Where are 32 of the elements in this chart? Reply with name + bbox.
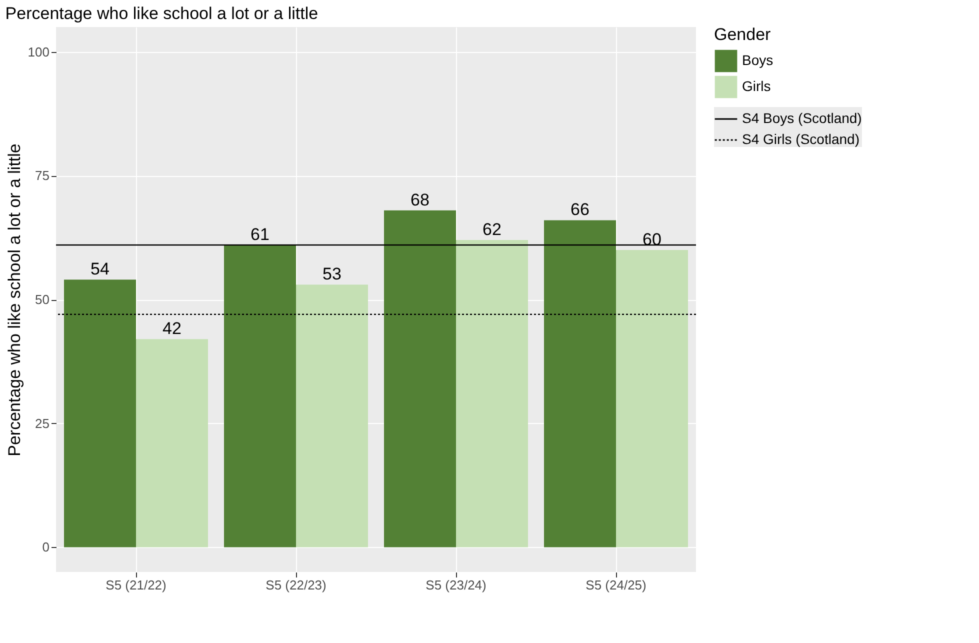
data-label: 60 (642, 230, 662, 249)
y-tick-label: 100 (28, 44, 50, 60)
bar (384, 210, 456, 548)
bar (64, 280, 136, 548)
legend-label: Boys (742, 52, 774, 68)
data-label: 61 (250, 225, 270, 244)
data-label: 66 (570, 200, 590, 220)
legend-label: S4 Boys (Scotland) (742, 110, 862, 126)
y-tick-label: 25 (35, 416, 50, 431)
bar (544, 220, 616, 548)
x-tick-label: S5 (22/23) (266, 578, 326, 592)
y-axis-title: Percentage who like school a lot or a little (4, 144, 24, 456)
data-label: 54 (90, 260, 110, 279)
data-label: 62 (482, 220, 502, 240)
bar (224, 245, 296, 548)
y-tick-label: 50 (35, 292, 50, 307)
data-label: 68 (410, 190, 430, 210)
bar (616, 250, 688, 548)
y-tick-label: 0 (42, 540, 50, 555)
legend-label: S4 Girls (Scotland) (742, 131, 860, 147)
data-label: 42 (162, 319, 182, 338)
x-tick-label: S5 (24/25) (586, 578, 646, 592)
y-tick-label: 75 (35, 168, 50, 184)
legend-title: Gender (714, 25, 772, 44)
chart-title: Percentage who like school a lot or a little (5, 4, 318, 23)
x-tick-label: S5 (21/22) (106, 578, 166, 592)
bar (296, 284, 368, 548)
x-tick-label: S5 (23/24) (426, 578, 486, 592)
data-label: 53 (322, 264, 342, 284)
bar (456, 240, 528, 548)
bar (136, 339, 208, 548)
legend-label: Girls (742, 78, 771, 94)
